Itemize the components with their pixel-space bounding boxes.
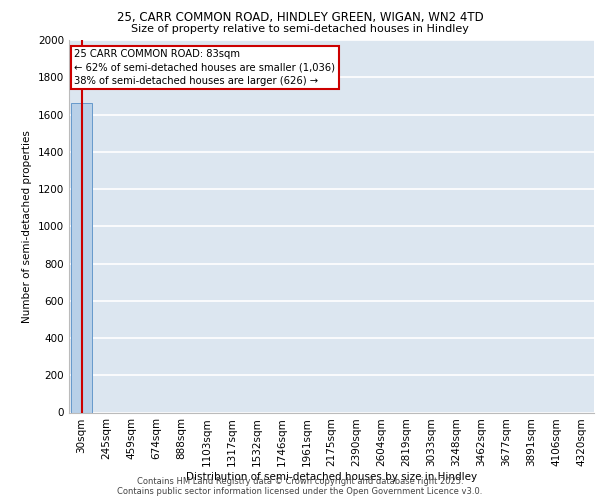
Y-axis label: Number of semi-detached properties: Number of semi-detached properties: [22, 130, 32, 322]
X-axis label: Distribution of semi-detached houses by size in Hindley: Distribution of semi-detached houses by …: [186, 472, 477, 482]
Text: 25, CARR COMMON ROAD, HINDLEY GREEN, WIGAN, WN2 4TD: 25, CARR COMMON ROAD, HINDLEY GREEN, WIG…: [116, 11, 484, 24]
Text: Size of property relative to semi-detached houses in Hindley: Size of property relative to semi-detach…: [131, 24, 469, 34]
Text: 25 CARR COMMON ROAD: 83sqm
← 62% of semi-detached houses are smaller (1,036)
38%: 25 CARR COMMON ROAD: 83sqm ← 62% of semi…: [74, 50, 335, 86]
Text: Contains HM Land Registry data © Crown copyright and database right 2025.
Contai: Contains HM Land Registry data © Crown c…: [118, 476, 482, 496]
Bar: [71, 103, 92, 412]
